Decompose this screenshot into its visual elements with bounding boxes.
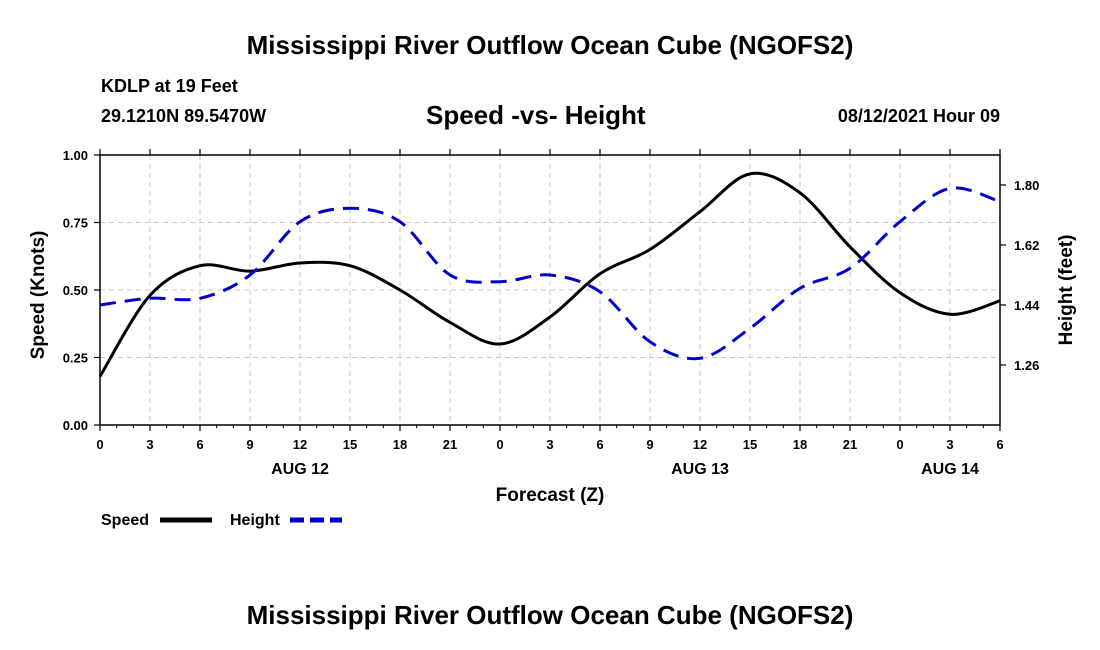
x-tick-label: 12 <box>693 437 707 452</box>
page-title-bottom: Mississippi River Outflow Ocean Cube (NG… <box>246 600 854 630</box>
y-right-tick-label: 1.62 <box>1014 238 1039 253</box>
x-tick-label: 9 <box>646 437 653 452</box>
station-coords: 29.1210N 89.5470W <box>101 106 267 126</box>
x-tick-label: 21 <box>443 437 457 452</box>
x-tick-label: 0 <box>96 437 103 452</box>
chart-legend: Speed Height <box>101 512 342 529</box>
y-left-tick-label: 0.50 <box>63 283 88 298</box>
x-tick-label: 12 <box>293 437 307 452</box>
series-line-speed <box>98 171 1001 378</box>
station-name: KDLP at 19 Feet <box>101 76 238 96</box>
y-left-axis-title: Speed (Knots) <box>28 231 49 360</box>
x-tick-label: 6 <box>196 437 203 452</box>
x-tick-label: 18 <box>793 437 807 452</box>
x-tick-label: 3 <box>546 437 553 452</box>
y-right-axis-title: Height (feet) <box>1056 235 1077 346</box>
y-left-tick-label: 0.25 <box>63 351 88 366</box>
y-left-tick-label: 0.75 <box>63 216 88 231</box>
x-tick-label: 0 <box>496 437 503 452</box>
forecast-datetime: 08/12/2021 Hour 09 <box>837 106 1000 126</box>
day-label: AUG 12 <box>271 461 329 478</box>
chart-series <box>98 171 1001 378</box>
x-tick-label: 3 <box>146 437 153 452</box>
chart-labels: 0 3 6 9 12 15 18 21 0 3 6 9 12 15 18 21 0 3 6 0.00 0.25 0.50 0… <box>28 148 1077 506</box>
page-title-top: Mississippi River Outflow Ocean Cube (NG… <box>246 30 854 60</box>
y-left-tick-label: 0.00 <box>63 418 88 433</box>
series-line-height <box>99 186 1001 361</box>
x-tick-label: 18 <box>393 437 407 452</box>
x-tick-label: 3 <box>946 437 953 452</box>
y-right-tick-label: 1.80 <box>1014 178 1039 193</box>
y-right-tick-label: 1.44 <box>1014 298 1040 313</box>
y-right-tick-label: 1.26 <box>1014 358 1039 373</box>
legend-label-height: Height <box>230 512 280 529</box>
x-tick-label: 6 <box>596 437 603 452</box>
x-tick-label: 6 <box>996 437 1003 452</box>
x-axis-title: Forecast (Z) <box>496 485 605 506</box>
y-left-tick-label: 1.00 <box>63 148 88 163</box>
chart-subtitle: Speed -vs- Height <box>426 100 646 130</box>
x-tick-label: 15 <box>343 437 357 452</box>
x-tick-label: 0 <box>896 437 903 452</box>
chart-axes <box>94 149 1006 431</box>
x-tick-label: 9 <box>246 437 253 452</box>
x-tick-label: 15 <box>743 437 757 452</box>
legend-label-speed: Speed <box>101 512 149 529</box>
x-tick-label: 21 <box>843 437 857 452</box>
day-label: AUG 13 <box>671 461 729 478</box>
chart-grid <box>100 155 1000 425</box>
day-label: AUG 14 <box>921 461 979 478</box>
